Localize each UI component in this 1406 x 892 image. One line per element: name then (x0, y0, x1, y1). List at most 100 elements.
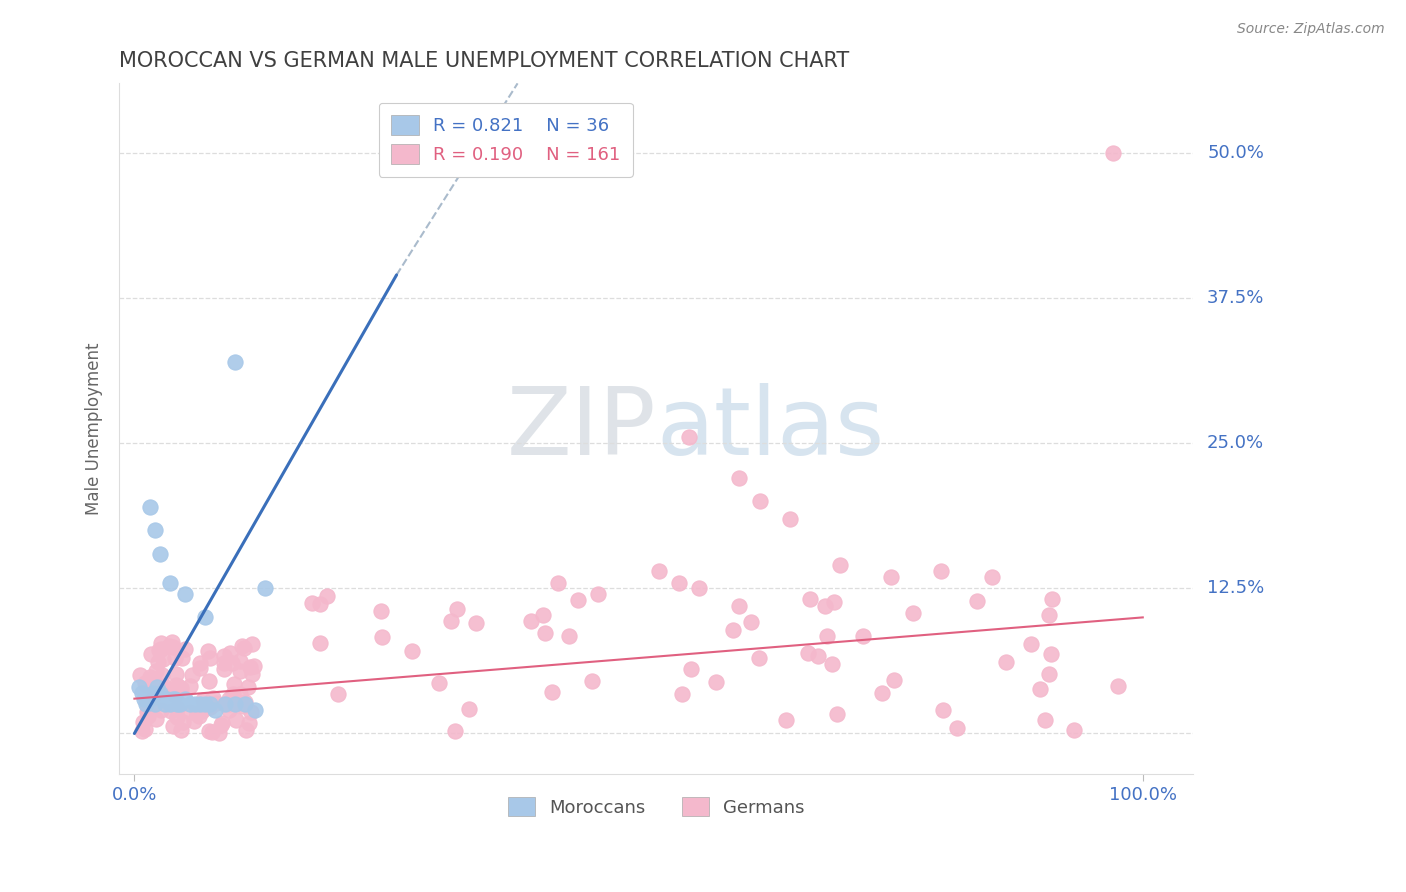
Point (159, 639, 181, 653)
Point (135, 706, 157, 720)
Point (852, 629, 875, 643)
Point (238, 716, 260, 731)
Point (128, 680, 150, 694)
Point (170, 681, 193, 695)
Point (821, 657, 844, 671)
Point (201, 725, 224, 739)
Point (328, 687, 350, 701)
Point (149, 703, 172, 717)
Point (152, 691, 174, 706)
Point (188, 657, 211, 671)
Point (932, 703, 955, 717)
Point (153, 679, 176, 693)
Point (142, 688, 165, 702)
Point (162, 691, 184, 706)
Point (214, 698, 236, 712)
Point (240, 637, 263, 651)
Point (243, 658, 266, 673)
Point (232, 698, 254, 713)
Point (212, 662, 235, 676)
Point (134, 722, 156, 736)
Point (219, 646, 242, 660)
Point (225, 713, 247, 727)
Point (145, 680, 167, 694)
Point (439, 614, 461, 628)
Point (823, 595, 845, 609)
Point (883, 673, 905, 687)
Point (966, 593, 988, 607)
Point (146, 681, 169, 695)
Point (214, 656, 236, 670)
Point (179, 698, 201, 712)
Point (191, 692, 214, 706)
Point (212, 648, 235, 663)
Point (229, 654, 252, 668)
Point (929, 564, 952, 578)
Text: 25.0%: 25.0% (1208, 434, 1264, 452)
Point (159, 575, 181, 590)
Point (308, 597, 330, 611)
Point (145, 712, 167, 726)
Point (129, 667, 152, 681)
Point (173, 642, 195, 657)
Point (879, 570, 901, 584)
Point (208, 726, 231, 740)
Point (427, 676, 450, 690)
Point (1101, 146, 1123, 161)
Point (228, 664, 250, 678)
Text: MOROCCAN VS GERMAN MALE UNEMPLOYMENT CORRELATION CHART: MOROCCAN VS GERMAN MALE UNEMPLOYMENT COR… (120, 51, 849, 70)
Point (150, 680, 173, 694)
Point (191, 704, 214, 718)
Point (1033, 714, 1056, 728)
Point (186, 706, 208, 720)
Point (162, 719, 184, 733)
Point (209, 718, 232, 732)
Point (668, 575, 690, 590)
Point (169, 698, 191, 712)
Point (132, 715, 155, 730)
Point (188, 661, 211, 675)
Point (830, 558, 852, 573)
Point (240, 706, 263, 720)
Point (797, 646, 820, 660)
Point (533, 625, 555, 640)
Point (165, 678, 187, 692)
Point (138, 670, 160, 684)
Point (254, 582, 277, 596)
Point (309, 636, 332, 650)
Point (229, 687, 252, 701)
Point (541, 685, 564, 699)
Point (197, 700, 219, 714)
Point (145, 664, 167, 678)
Point (728, 471, 751, 485)
Point (146, 655, 169, 669)
Text: ZIP: ZIP (506, 383, 657, 475)
Point (143, 698, 166, 712)
Point (567, 593, 589, 607)
Point (901, 606, 924, 620)
Point (994, 655, 1017, 669)
Point (980, 570, 1002, 584)
Point (138, 500, 160, 515)
Point (233, 698, 256, 712)
Point (135, 698, 157, 712)
Point (370, 604, 392, 618)
Point (179, 705, 201, 719)
Point (149, 636, 172, 650)
Point (166, 679, 188, 693)
Point (173, 587, 195, 601)
Point (1042, 591, 1064, 606)
Point (149, 547, 172, 561)
Point (222, 687, 245, 701)
Point (239, 660, 262, 674)
Point (149, 686, 172, 700)
Point (198, 724, 221, 739)
Point (547, 575, 569, 590)
Point (779, 512, 801, 526)
Point (149, 642, 172, 657)
Point (198, 651, 221, 665)
Point (775, 713, 797, 727)
Point (1107, 680, 1129, 694)
Point (301, 596, 323, 610)
Point (723, 624, 745, 638)
